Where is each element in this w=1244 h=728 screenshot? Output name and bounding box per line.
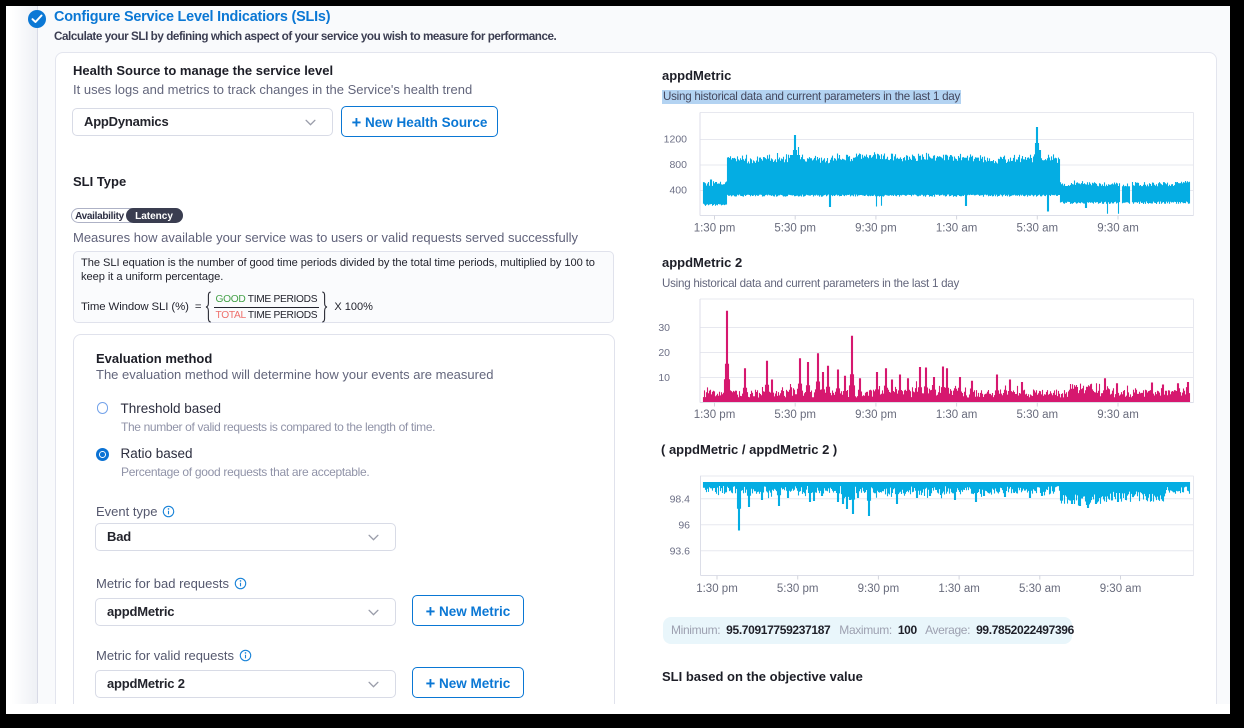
svg-text:96: 96 [678, 519, 690, 531]
svg-text:5:30 am: 5:30 am [1017, 409, 1059, 421]
svg-text:10: 10 [658, 372, 670, 384]
svg-text:5:30 pm: 5:30 pm [777, 583, 819, 595]
svg-text:1:30 pm: 1:30 pm [694, 223, 736, 235]
svg-text:5:30 am: 5:30 am [1019, 583, 1061, 595]
svg-text:9:30 pm: 9:30 pm [855, 409, 897, 421]
svg-text:1:30 am: 1:30 am [938, 583, 980, 595]
svg-text:9:30 pm: 9:30 pm [858, 583, 900, 595]
svg-text:9:30 am: 9:30 am [1100, 583, 1142, 595]
svg-text:93.6: 93.6 [670, 545, 691, 557]
svg-text:98.4: 98.4 [670, 493, 691, 505]
svg-text:9:30 am: 9:30 am [1097, 409, 1139, 421]
svg-text:5:30 am: 5:30 am [1017, 223, 1059, 235]
svg-text:1:30 pm: 1:30 pm [694, 409, 736, 421]
svg-text:400: 400 [669, 185, 687, 197]
svg-text:9:30 am: 9:30 am [1097, 223, 1139, 235]
svg-text:20: 20 [658, 347, 670, 359]
svg-text:5:30 pm: 5:30 pm [774, 223, 816, 235]
svg-text:1:30 am: 1:30 am [936, 223, 978, 235]
svg-text:1200: 1200 [664, 134, 688, 146]
svg-text:800: 800 [669, 159, 687, 171]
svg-text:30: 30 [658, 322, 670, 334]
svg-text:1:30 am: 1:30 am [936, 409, 978, 421]
svg-text:9:30 pm: 9:30 pm [855, 223, 897, 235]
svg-text:1:30 pm: 1:30 pm [696, 583, 738, 595]
svg-text:5:30 pm: 5:30 pm [774, 409, 816, 421]
